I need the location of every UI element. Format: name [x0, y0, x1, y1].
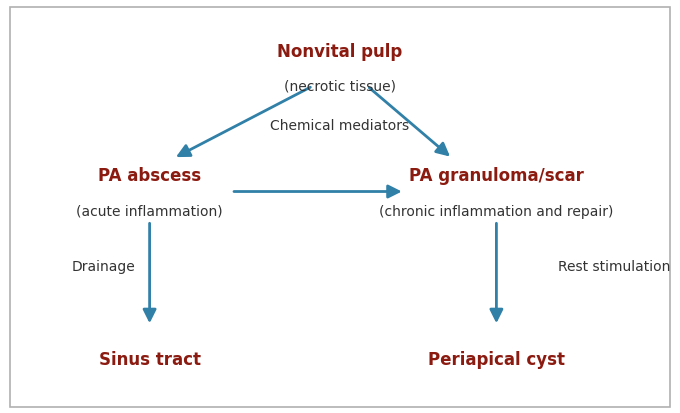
Text: (chronic inflammation and repair): (chronic inflammation and repair) — [379, 204, 613, 218]
Text: PA abscess: PA abscess — [98, 166, 201, 185]
Text: Rest stimulation: Rest stimulation — [558, 259, 670, 273]
Text: (necrotic tissue): (necrotic tissue) — [284, 79, 396, 93]
Text: Nonvital pulp: Nonvital pulp — [277, 43, 403, 61]
Text: Chemical mediators: Chemical mediators — [271, 119, 409, 133]
Text: PA granuloma/scar: PA granuloma/scar — [409, 166, 584, 185]
Text: Periapical cyst: Periapical cyst — [428, 350, 565, 368]
Text: Sinus tract: Sinus tract — [99, 350, 201, 368]
Text: Drainage: Drainage — [71, 259, 135, 273]
Text: (acute inflammation): (acute inflammation) — [76, 204, 223, 218]
